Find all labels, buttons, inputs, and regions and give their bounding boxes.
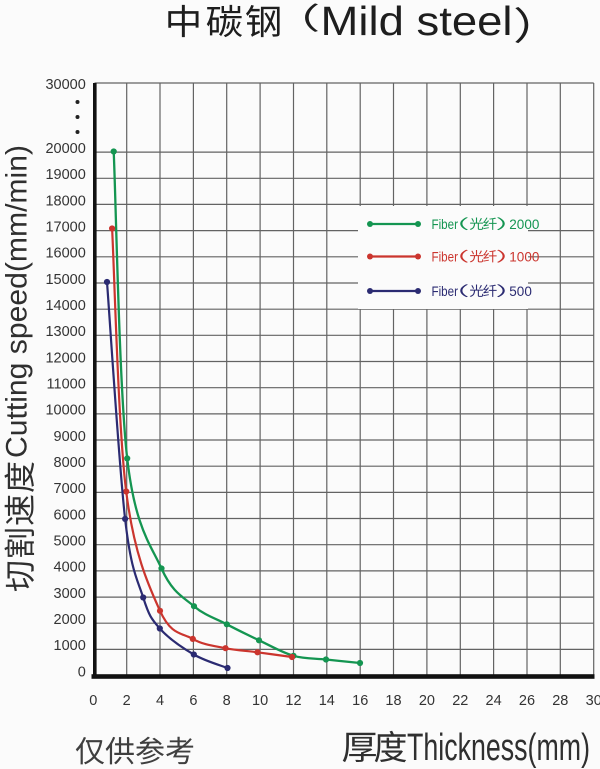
- svg-text:11000: 11000: [47, 377, 86, 393]
- svg-text:20000: 20000: [45, 141, 85, 157]
- svg-text:18000: 18000: [45, 193, 85, 209]
- svg-text:4: 4: [156, 693, 164, 709]
- svg-text:2000: 2000: [54, 612, 86, 628]
- svg-text:30000: 30000: [45, 77, 85, 93]
- svg-text:15000: 15000: [45, 272, 85, 288]
- svg-text:14000: 14000: [45, 298, 85, 314]
- svg-text:12000: 12000: [45, 350, 85, 366]
- svg-text:1000: 1000: [54, 638, 86, 654]
- svg-text:18: 18: [385, 693, 401, 709]
- svg-text:22: 22: [452, 693, 468, 709]
- svg-text:Cutting speed(mm/min): Cutting speed(mm/min): [1, 145, 34, 458]
- svg-text:0: 0: [89, 693, 97, 709]
- svg-text:28: 28: [552, 693, 568, 709]
- svg-text:8: 8: [223, 693, 231, 709]
- svg-text:Thickness(mm): Thickness(mm): [407, 727, 590, 769]
- svg-text:7000: 7000: [54, 481, 86, 497]
- svg-text:5000: 5000: [54, 534, 86, 550]
- svg-text:19000: 19000: [45, 167, 85, 183]
- svg-text:9000: 9000: [54, 429, 86, 445]
- svg-text:Fiber: Fiber: [432, 284, 459, 299]
- svg-text:30: 30: [586, 693, 600, 709]
- svg-text:10000: 10000: [45, 403, 85, 419]
- svg-text:1000: 1000: [509, 249, 539, 264]
- svg-text:16000: 16000: [45, 246, 85, 262]
- svg-text:2: 2: [123, 693, 131, 709]
- svg-text:24: 24: [486, 693, 502, 709]
- svg-text:8000: 8000: [54, 455, 86, 471]
- svg-text:500: 500: [509, 284, 532, 299]
- svg-text:0: 0: [78, 664, 86, 680]
- svg-text:10: 10: [252, 693, 268, 709]
- svg-text:Fiber: Fiber: [432, 217, 459, 232]
- svg-text:3000: 3000: [54, 586, 86, 602]
- svg-text:17000: 17000: [45, 219, 85, 235]
- svg-text:6000: 6000: [54, 507, 86, 523]
- svg-text:2000: 2000: [509, 217, 539, 232]
- svg-text:20: 20: [419, 693, 435, 709]
- svg-text:13000: 13000: [45, 324, 85, 340]
- svg-text:12: 12: [285, 693, 301, 709]
- svg-text:6: 6: [189, 693, 197, 709]
- svg-text:Mild steel: Mild steel: [321, 0, 513, 44]
- svg-text:26: 26: [519, 693, 535, 709]
- svg-text:14: 14: [319, 693, 335, 709]
- svg-text:4000: 4000: [54, 560, 86, 576]
- svg-text:Fiber: Fiber: [432, 249, 459, 264]
- svg-text:16: 16: [352, 693, 368, 709]
